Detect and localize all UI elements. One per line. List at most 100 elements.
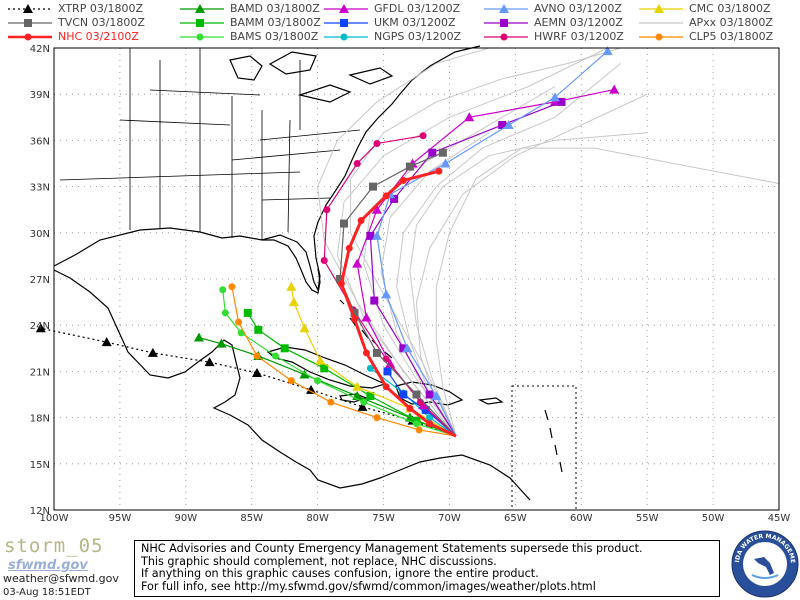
ensemble-track <box>380 132 490 437</box>
track-bams <box>219 286 457 437</box>
axis-labels: 100W 95W 90W 85W 80W 75W 70W 65W 60W 55W 50W 45W 12N… <box>30 44 791 524</box>
legend-swatch-icon <box>484 19 528 27</box>
lon-tick-label: 85W <box>240 513 263 524</box>
track-point <box>221 309 229 317</box>
track-point <box>399 344 408 353</box>
track-point <box>557 97 566 106</box>
track-line <box>376 50 609 437</box>
legend-label: UKM 03/1200Z <box>374 16 456 29</box>
track-line <box>222 289 457 437</box>
track-point <box>243 308 252 317</box>
legend-swatch-icon <box>180 19 224 27</box>
legend-label: AVNO 03/1200Z <box>534 2 622 15</box>
track-point <box>382 192 390 200</box>
legend-marker <box>24 19 32 27</box>
track-point <box>357 216 365 224</box>
legend-label: GFDL 03/1200Z <box>374 2 461 15</box>
disclaimer-line: For full info, see http://my.sfwmd.gov/s… <box>141 579 596 593</box>
ensemble-track <box>435 147 780 437</box>
lon-tick-label: 55W <box>636 513 659 524</box>
track-point <box>415 426 423 434</box>
track-point <box>204 357 215 367</box>
track-point <box>431 391 442 401</box>
mexico-coastline <box>53 269 531 501</box>
track-point <box>399 176 407 184</box>
track-point <box>383 367 392 376</box>
track-point <box>382 355 390 363</box>
lat-tick-label: 42N <box>30 44 50 55</box>
track-point <box>287 377 295 385</box>
lat-tick-label: 30N <box>30 229 50 240</box>
track-point <box>280 344 289 353</box>
legend-swatch-icon <box>8 19 52 27</box>
ensemble-track <box>396 63 622 437</box>
legend-label: XTRP 03/1800Z <box>58 2 144 15</box>
track-point <box>362 349 370 357</box>
track-point <box>381 289 392 299</box>
track-point <box>371 230 382 240</box>
legend-label: APxx 03/1800Z <box>689 16 773 29</box>
legend-swatch-icon <box>639 22 683 24</box>
lesser-antilles <box>544 409 563 473</box>
track-point <box>373 139 381 147</box>
track-point <box>35 323 46 333</box>
cuba-coastline <box>266 346 387 389</box>
model-tracks <box>35 46 620 438</box>
legend-label: BAMM 03/1800Z <box>230 16 321 29</box>
district-seal-icon: SOUTH FLORIDA WATER MANAGEMENT DISTRICT <box>730 529 799 598</box>
florida-coastline <box>262 239 321 294</box>
track-point <box>357 401 368 411</box>
lat-tick-label: 21N <box>30 367 50 378</box>
lat-tick-label: 33N <box>30 183 50 194</box>
track-point <box>366 392 375 401</box>
track-point <box>352 258 363 268</box>
track-point <box>286 281 297 291</box>
track-point <box>147 347 158 357</box>
lon-tick-label: 50W <box>702 513 725 524</box>
track-point <box>369 182 377 191</box>
track-point <box>402 343 413 353</box>
model-legend: XTRP 03/1800Z BAMD 03/1800Z GFDL 03/1200Z A… <box>0 0 800 44</box>
track-point <box>602 46 613 56</box>
track-nhc <box>337 167 457 438</box>
lat-tick-label: 36N <box>30 136 50 147</box>
storm-name: storm_05 <box>4 535 104 557</box>
legend-label: BAMS 03/1800Z <box>230 30 319 43</box>
track-point <box>426 414 434 422</box>
legend-marker <box>196 33 204 41</box>
legend-swatch-icon <box>8 4 52 13</box>
legend-swatch-icon <box>639 4 683 13</box>
track-point <box>299 369 310 379</box>
track-point <box>194 332 204 342</box>
track-point <box>399 390 408 399</box>
disclaimer-line: This graphic should complement, not repl… <box>141 554 497 568</box>
track-point <box>314 377 322 385</box>
track-point <box>428 148 437 157</box>
track-point <box>271 352 279 360</box>
legend-marker <box>24 33 32 41</box>
coastlines <box>53 45 563 501</box>
lon-tick-label: 100W <box>40 513 69 524</box>
track-line <box>370 367 457 437</box>
track-point <box>327 398 335 406</box>
track-point <box>498 121 507 129</box>
track-point <box>353 160 361 167</box>
legend-label: CMC 03/1800Z <box>689 2 771 15</box>
legend-label: TVCN 03/1800Z <box>58 16 145 29</box>
legend-marker <box>500 19 508 27</box>
legend-marker <box>654 4 664 13</box>
track-point <box>464 112 475 122</box>
track-point <box>320 364 329 373</box>
lon-tick-label: 65W <box>504 513 527 524</box>
track-point <box>373 414 381 422</box>
track-clp5 <box>228 283 457 437</box>
track-line <box>339 169 457 438</box>
track-point <box>228 283 236 291</box>
legend-swatch-icon <box>324 19 368 27</box>
track-point <box>315 355 326 365</box>
legend-marker <box>196 19 204 27</box>
track-point <box>366 231 375 240</box>
track-point <box>372 348 381 357</box>
lat-tick-label: 24N <box>30 321 50 332</box>
track-line <box>231 286 457 437</box>
